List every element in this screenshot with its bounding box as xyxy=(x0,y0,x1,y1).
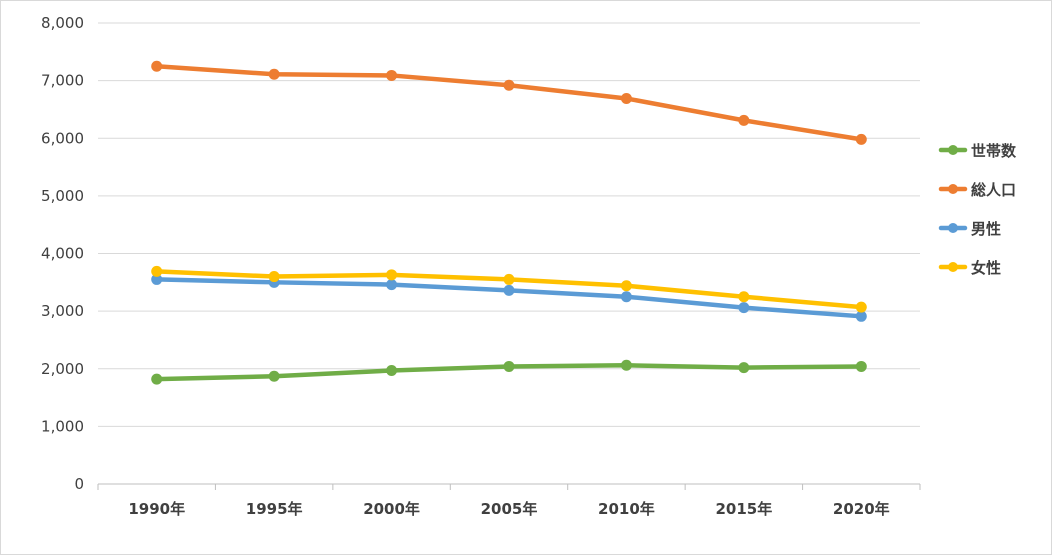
legend-label: 世帯数 xyxy=(971,142,1017,160)
legend-marker xyxy=(948,184,958,194)
y-tick-label: 7,000 xyxy=(41,72,84,90)
x-tick-label: 1990年 xyxy=(128,500,185,518)
y-tick-label: 3,000 xyxy=(41,302,84,320)
x-axis: 1990年 1995年 2000年 2005年 2010年 2015年 2020年 xyxy=(97,484,921,518)
x-tick-label: 1995年 xyxy=(246,500,303,518)
legend-item-0: 世帯数 xyxy=(938,142,1017,160)
data-point xyxy=(738,114,750,126)
data-point xyxy=(151,373,163,385)
legend-label: 女性 xyxy=(971,259,1001,277)
y-tick-label: 0 xyxy=(74,475,84,493)
data-point xyxy=(268,370,280,382)
data-point xyxy=(386,69,398,81)
legend-item-2: 男性 xyxy=(938,220,1001,238)
y-tick-label: 8,000 xyxy=(41,14,84,32)
legend-marker xyxy=(948,262,958,272)
data-point xyxy=(386,364,398,376)
data-point xyxy=(620,280,632,292)
data-point xyxy=(738,362,750,374)
legend-item-1: 総人口 xyxy=(938,181,1016,199)
y-tick-label: 1,000 xyxy=(41,417,84,435)
data-point xyxy=(151,265,163,277)
data-point xyxy=(855,133,867,145)
data-point xyxy=(268,271,280,283)
data-point xyxy=(855,310,867,322)
x-tick-label: 2005年 xyxy=(481,500,538,518)
legend-item-3: 女性 xyxy=(938,259,1001,277)
y-tick-label: 5,000 xyxy=(41,187,84,205)
gridlines xyxy=(98,22,920,485)
data-point xyxy=(386,269,398,281)
x-tick-label: 2010年 xyxy=(598,500,655,518)
data-point xyxy=(738,291,750,303)
y-tick-label: 4,000 xyxy=(41,245,84,263)
data-point xyxy=(620,359,632,371)
x-tick-label: 2000年 xyxy=(363,500,420,518)
data-point xyxy=(738,302,750,314)
series-3 xyxy=(151,265,867,313)
legend-marker xyxy=(948,223,958,233)
series-2 xyxy=(151,273,867,322)
series-line xyxy=(154,63,864,142)
data-point xyxy=(268,68,280,80)
data-point xyxy=(503,360,515,372)
x-tick-label: 2020年 xyxy=(833,500,890,518)
data-point xyxy=(503,284,515,296)
y-tick-label: 6,000 xyxy=(41,129,84,147)
data-point xyxy=(151,60,163,72)
legend-label: 男性 xyxy=(971,220,1001,238)
data-point xyxy=(855,360,867,372)
series-group xyxy=(151,60,867,385)
data-point xyxy=(855,301,867,313)
data-point xyxy=(620,92,632,104)
data-point xyxy=(151,273,163,285)
series-1 xyxy=(151,60,867,145)
y-axis: 0 1,000 2,000 3,000 4,000 5,000 6,000 7,000 8,00… xyxy=(41,14,84,493)
legend-marker xyxy=(948,145,958,155)
series-0 xyxy=(151,359,867,385)
legend-label: 総人口 xyxy=(971,181,1016,199)
data-point xyxy=(386,279,398,291)
x-tick-label: 2015年 xyxy=(715,500,772,518)
y-tick-label: 2,000 xyxy=(41,360,84,378)
data-point xyxy=(503,273,515,285)
data-point xyxy=(620,291,632,303)
data-point xyxy=(503,79,515,91)
